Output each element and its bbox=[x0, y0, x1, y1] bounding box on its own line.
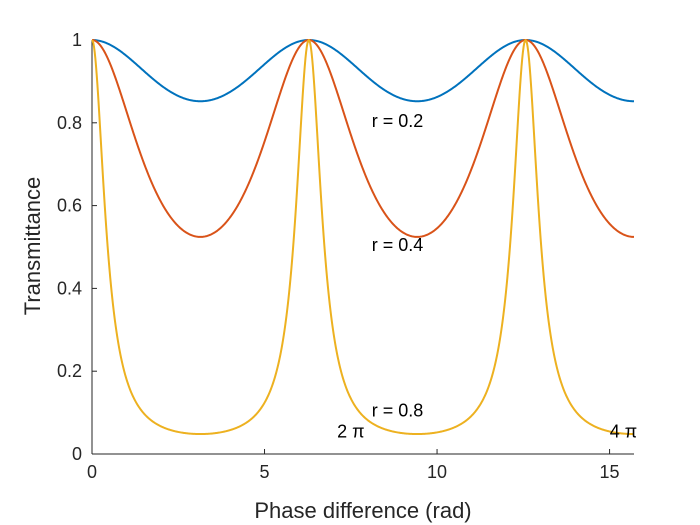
y-axis-label: Transmittance bbox=[20, 177, 45, 316]
annotations: r = 0.2 r = 0.4 r = 0.8 2 π 4 π bbox=[337, 111, 637, 442]
y-tick-label: 0.4 bbox=[57, 278, 82, 298]
annotation-label: r = 0.4 bbox=[372, 235, 424, 255]
y-tick-label: 0.8 bbox=[57, 113, 82, 133]
x-tick-label: 10 bbox=[427, 462, 447, 482]
y-tick-label: 0.2 bbox=[57, 361, 82, 381]
series-line-r-0-2 bbox=[91, 39, 635, 103]
x-tick-label: 0 bbox=[87, 462, 97, 482]
annotation-label: r = 0.8 bbox=[372, 401, 424, 421]
plot-area bbox=[91, 39, 635, 436]
annotation-label: r = 0.2 bbox=[372, 111, 424, 131]
series-line-r-0-8 bbox=[91, 39, 635, 436]
y-tick-label: 0 bbox=[72, 444, 82, 464]
annotation-label: 2 π bbox=[337, 421, 364, 441]
y-tick-label: 0.6 bbox=[57, 196, 82, 216]
series-line-r-0-4 bbox=[91, 39, 635, 238]
x-axis-label: Phase difference (rad) bbox=[254, 498, 471, 523]
y-tick-label: 1 bbox=[72, 30, 82, 50]
x-tick-label: 5 bbox=[260, 462, 270, 482]
x-tick-label: 15 bbox=[600, 462, 620, 482]
annotation-label: 4 π bbox=[610, 421, 637, 441]
